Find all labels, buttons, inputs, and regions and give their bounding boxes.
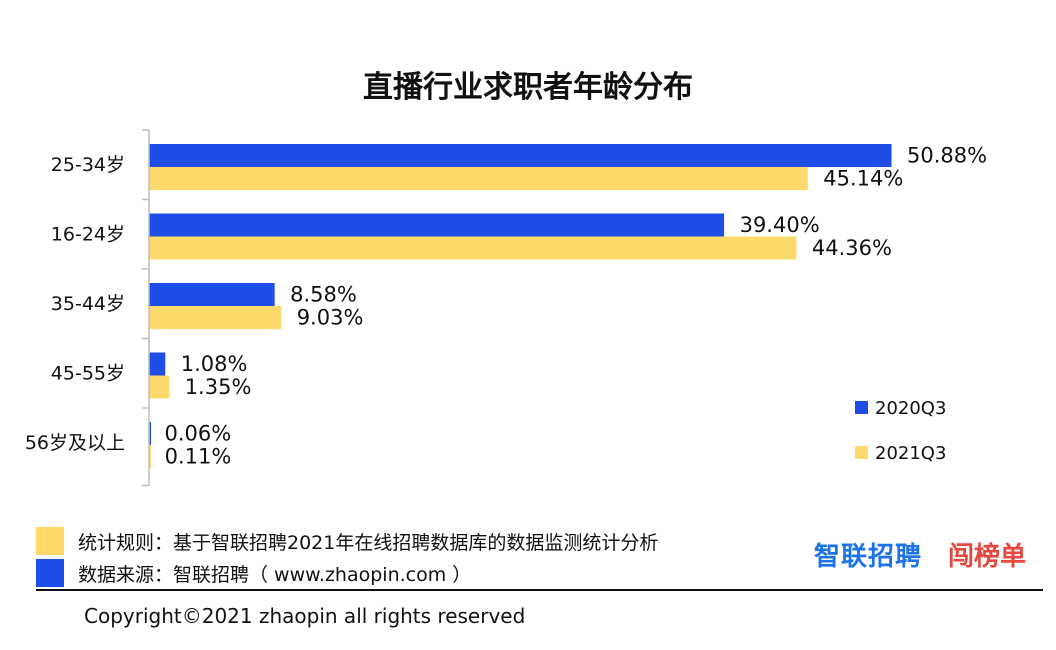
legend-label: 2021Q3 [875, 443, 946, 464]
bar-chart: 直播行业求职者年龄分布 50.88%45.14%39.40%44.36% 8.58… [25, 70, 987, 487]
data-label: 1.35% [185, 375, 252, 399]
legend-swatch [855, 446, 868, 459]
data-label: 0.11% [165, 445, 232, 469]
bar-2020q3 [149, 144, 892, 167]
bar-2020q3 [149, 213, 725, 237]
category-label: 35-44岁 [51, 293, 125, 315]
chart-title: 直播行业求职者年龄分布 [363, 70, 693, 105]
data-label: 39.40% [740, 213, 820, 237]
data-label: 0.06% [165, 422, 232, 446]
data-label: 1.08% [181, 352, 248, 376]
data-label: 9.03% [297, 306, 364, 330]
bar-2021q3 [149, 445, 152, 468]
category-label: 56岁及以上 [25, 432, 125, 454]
bar-2021q3 [149, 306, 282, 329]
data-label: 45.14% [823, 167, 903, 191]
taobang-logo: 闯榜单 [948, 542, 1027, 572]
category-label: 16-24岁 [51, 224, 125, 246]
rule-swatch [36, 527, 64, 555]
bar-2021q3 [149, 375, 170, 399]
legend-label: 2020Q3 [875, 398, 946, 419]
bar-2021q3 [149, 167, 808, 190]
data-label: 50.88% [907, 144, 987, 168]
category-label: 45-55岁 [51, 363, 125, 385]
bar-2021q3 [149, 236, 797, 260]
source-swatch [36, 559, 64, 587]
bar-2020q3 [149, 422, 151, 445]
legend-swatch [855, 401, 868, 414]
footer-rule-row: 统计规则：基于智联招聘2021年在线招聘数据库的数据监测统计分析 [36, 526, 658, 556]
copyright-text: Copyright©2021 zhaopin all rights reserv… [84, 604, 526, 628]
rule-text: 统计规则：基于智联招聘2021年在线招聘数据库的数据监测统计分析 [78, 531, 659, 554]
data-label: 44.36% [812, 236, 892, 260]
category-label: 25-34岁 [51, 154, 125, 176]
bar-2020q3 [149, 283, 275, 306]
data-label: 8.58% [290, 283, 357, 307]
bar-2020q3 [149, 352, 166, 376]
footer-divider [36, 589, 1043, 591]
zhaopin-logo: 智联招聘 [814, 542, 923, 572]
footer-source-row: 数据来源：智联招聘（ www.zhaopin.com ） [36, 558, 471, 588]
source-text: 数据来源：智联招聘（ www.zhaopin.com ） [78, 563, 472, 586]
